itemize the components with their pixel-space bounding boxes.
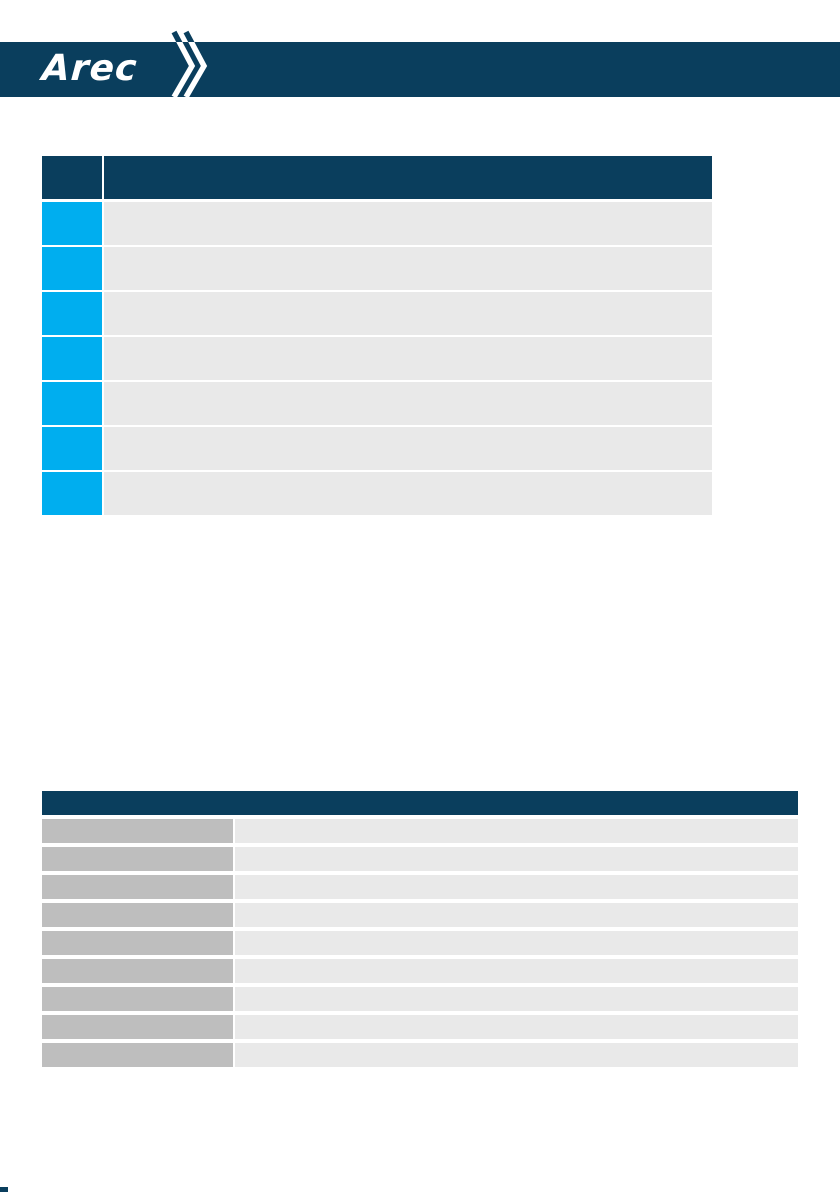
table-rows [42, 202, 712, 515]
double-chevron-icon [171, 30, 208, 98]
row-value-cell [235, 875, 798, 899]
numbered-list-table [42, 156, 712, 517]
row-label-cell [42, 1043, 233, 1067]
row-value-cell [235, 819, 798, 843]
row-content-cell [104, 202, 712, 245]
row-number-cell [42, 202, 102, 245]
row-content-cell [104, 337, 712, 380]
row-number-cell [42, 472, 102, 515]
table-header-row [42, 156, 712, 199]
table-rows [42, 819, 798, 1067]
row-value-cell [235, 931, 798, 955]
row-number-cell [42, 427, 102, 470]
row-label-cell [42, 1015, 233, 1039]
table-row [42, 427, 712, 470]
table-row [42, 292, 712, 335]
table-row [42, 959, 798, 983]
row-label-cell [42, 875, 233, 899]
table-row [42, 875, 798, 899]
row-value-cell [235, 959, 798, 983]
row-content-cell [104, 472, 712, 515]
spec-table-header [42, 791, 798, 815]
row-number-cell [42, 247, 102, 290]
row-label-cell [42, 987, 233, 1011]
table-row [42, 987, 798, 1011]
table-row [42, 337, 712, 380]
row-label-cell [42, 959, 233, 983]
row-value-cell [235, 1015, 798, 1039]
header-number-cell [42, 156, 102, 199]
row-content-cell [104, 292, 712, 335]
row-number-cell [42, 382, 102, 425]
table-row [42, 931, 798, 955]
row-value-cell [235, 1043, 798, 1067]
table-row [42, 382, 712, 425]
table-row [42, 819, 798, 843]
row-content-cell [104, 382, 712, 425]
table-row [42, 847, 798, 871]
spec-table [42, 791, 798, 1071]
row-label-cell [42, 819, 233, 843]
row-content-cell [104, 247, 712, 290]
row-number-cell [42, 292, 102, 335]
table-row [42, 1043, 798, 1067]
row-label-cell [42, 903, 233, 927]
row-label-cell [42, 847, 233, 871]
row-number-cell [42, 337, 102, 380]
row-content-cell [104, 427, 712, 470]
table-row [42, 903, 798, 927]
arec-logo: Arec [40, 48, 139, 89]
header-title-cell [104, 156, 712, 199]
table-row [42, 247, 712, 290]
table-row [42, 472, 712, 515]
table-row [42, 202, 712, 245]
row-value-cell [235, 903, 798, 927]
row-value-cell [235, 987, 798, 1011]
header-bar: Arec [0, 42, 840, 97]
table-row [42, 1015, 798, 1039]
row-value-cell [235, 847, 798, 871]
row-label-cell [42, 931, 233, 955]
page-corner-mark [0, 1187, 8, 1192]
